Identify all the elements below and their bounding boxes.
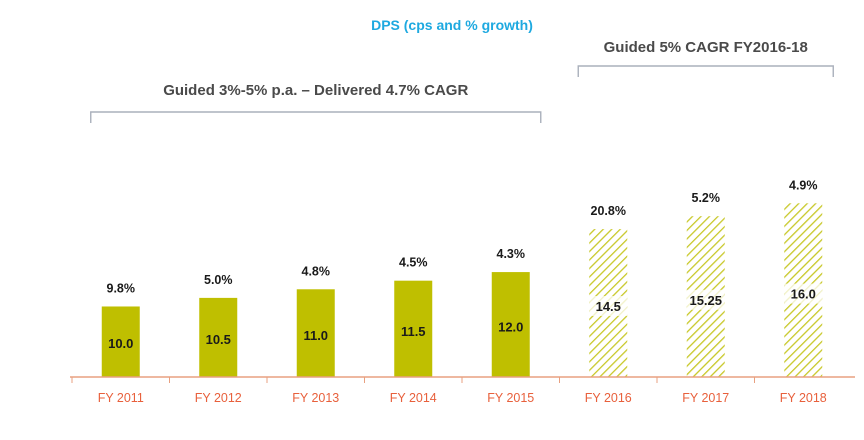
bars-group: 10.0 9.8% 10.5 5.0% 11.0 4.8% 11.5 4.5% 12.0 4.3%… [101, 178, 823, 377]
growth-label: 4.3% [497, 247, 526, 261]
annotation-bracket [577, 65, 834, 77]
bar [101, 306, 140, 377]
bar-value-label: 10.0 [108, 336, 133, 351]
bar [296, 289, 335, 377]
bar [199, 297, 238, 377]
growth-label: 9.8% [107, 281, 136, 295]
annotations-group: Guided 3%-5% p.a. – Delivered 4.7% CAGR G… [90, 39, 834, 123]
annotation-bracket [90, 111, 542, 123]
value-label-backdrop [686, 289, 725, 310]
growth-label: 4.8% [302, 264, 331, 278]
value-label-backdrop [589, 295, 628, 316]
bar-value-label: 15.25 [689, 293, 722, 308]
x-tick-label: FY 2015 [487, 391, 534, 405]
x-tick-label: FY 2018 [780, 391, 827, 405]
x-tick-label: FY 2016 [585, 391, 632, 405]
growth-label: 20.8% [591, 204, 626, 218]
x-tick-label: FY 2017 [682, 391, 729, 405]
growth-label: 5.2% [692, 191, 721, 205]
value-label-backdrop [784, 283, 823, 304]
x-tick-label: FY 2014 [390, 391, 437, 405]
x-tick-label: FY 2012 [195, 391, 242, 405]
growth-label: 4.9% [789, 178, 818, 192]
growth-label: 5.0% [204, 273, 233, 287]
x-tick-label: FY 2013 [292, 391, 339, 405]
bar-value-label: 12.0 [498, 320, 523, 335]
annotation-label: Guided 5% CAGR FY2016-18 [604, 39, 808, 56]
x-tick-label: FY 2011 [98, 391, 144, 405]
bar [491, 272, 530, 377]
ticks-group: FY 2011 FY 2012 FY 2013 FY 2014 FY 2015 FY 20… [71, 377, 827, 405]
chart-title: DPS (cps and % growth) [371, 17, 533, 33]
bar-value-label: 14.5 [596, 299, 621, 314]
bar-value-label: 11.5 [401, 324, 426, 339]
bar-value-label: 11.0 [303, 328, 328, 343]
bar [394, 280, 433, 377]
annotation-label: Guided 3%-5% p.a. – Delivered 4.7% CAGR [163, 82, 468, 99]
bar-value-label: 10.5 [206, 332, 231, 347]
growth-label: 4.5% [399, 256, 428, 270]
bar-value-label: 16.0 [791, 287, 816, 302]
